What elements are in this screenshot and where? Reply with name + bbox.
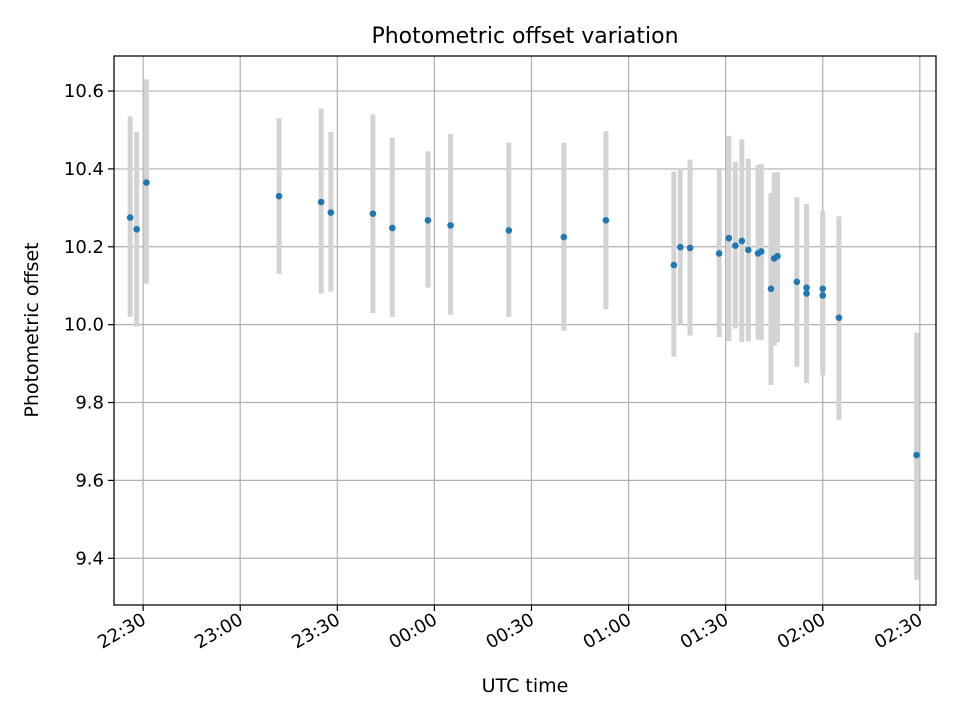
data-point [560,233,568,241]
data-point [317,198,325,206]
data-point [424,217,432,224]
y-axis-ticks: 9.4 9.6 9.8 10.0 10.2 10.4 10.6 [64,81,114,569]
data-point [670,261,678,269]
data-point [133,225,140,233]
y-tick-label: 10.2 [64,237,104,258]
data-point [757,248,765,255]
plot-area-frame [113,55,937,606]
data-point [505,227,513,234]
data-point [819,285,827,293]
data-point [835,314,843,321]
data-point [275,192,283,200]
data-point [803,284,810,291]
data-point [389,224,396,232]
data-point [738,237,746,245]
data-point [369,210,377,217]
chart-title: Photometric offset variation [371,24,678,49]
data-point [143,179,150,186]
data-point [126,214,134,221]
data-point [803,290,810,297]
data-point [793,278,801,286]
x-axis-label: UTC time [482,675,569,697]
data-point [327,209,335,216]
y-tick-label: 9.4 [75,548,104,569]
data-point [913,451,920,459]
data-point [774,252,781,260]
data-points [126,179,920,459]
y-tick-label: 10.0 [64,315,104,336]
data-point [767,285,775,293]
data-point [447,222,454,229]
y-tick-label: 9.8 [75,393,104,414]
data-point [744,246,752,254]
y-tick-label: 10.6 [64,81,104,102]
y-axis-label: Photometric offset [21,242,43,417]
data-point [602,217,610,224]
data-point [715,250,723,257]
data-point [732,242,739,249]
y-tick-label: 10.4 [64,159,104,180]
y-tick-label: 9.6 [75,470,104,491]
data-point [819,292,827,299]
data-point [686,244,694,252]
grid-lines [114,56,936,605]
data-point [725,234,733,242]
data-point [677,243,684,251]
